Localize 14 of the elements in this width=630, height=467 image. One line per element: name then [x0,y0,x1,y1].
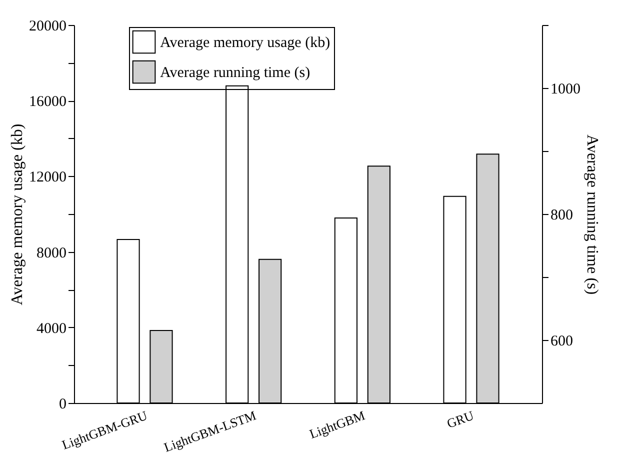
legend-label: Average memory usage (kb) [160,35,330,51]
y-axis-title: Average memory usage (kb) [9,124,26,306]
y2-tick-label: 600 [550,334,573,350]
y2-tick-label: 800 [550,208,573,224]
y-tick-label: 20000 [29,18,66,34]
y-tick-label: 16000 [29,94,66,110]
y-tick-label: 4000 [36,320,66,337]
y2-axis-title: Average running time (s) [584,134,600,295]
y2-tick-label: 1000 [550,82,580,98]
x-tick-label: GRU [444,407,476,432]
y-tick-label: 12000 [29,170,66,186]
y-tick-label: 8000 [36,245,66,262]
y-tick-label: 0 [59,396,66,412]
legend-label: Average running time (s) [160,65,310,81]
